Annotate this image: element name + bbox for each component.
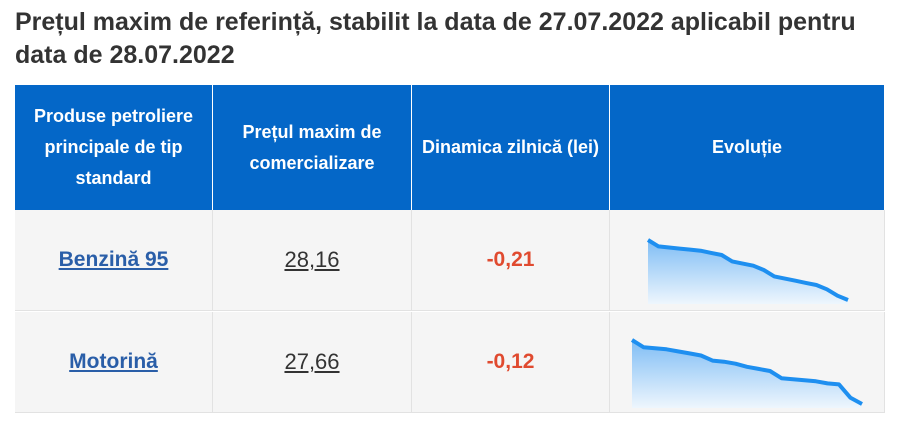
sparkline-area [648, 240, 848, 304]
daily-change: -0,21 [486, 248, 535, 271]
product-link[interactable]: Motorină [69, 350, 158, 373]
product-cell: Benzină 95 [15, 210, 213, 311]
daily-change: -0,12 [486, 350, 535, 373]
change-cell: -0,12 [412, 312, 610, 413]
header-cell: Evoluție [610, 85, 885, 210]
header-cell: Produse petroliere principale de tip sta… [15, 85, 213, 210]
product-cell: Motorină [15, 312, 213, 413]
sparkline [630, 338, 863, 408]
sparkline [646, 238, 849, 304]
header-cell: Prețul maxim de comercializare [213, 85, 412, 210]
product-link[interactable]: Benzină 95 [58, 248, 169, 271]
header-text: Produse petroliere principale de tip sta… [33, 106, 194, 188]
sparkline-line [630, 338, 863, 406]
header-text: Evoluție [711, 137, 782, 157]
price-cell: 28,16 [213, 210, 412, 311]
price: 27,66 [284, 349, 340, 374]
change-cell: -0,21 [412, 210, 610, 311]
evolution-cell [610, 210, 885, 311]
header-cell: Dinamica zilnică (lei) [412, 85, 610, 210]
price: 28,16 [284, 247, 340, 272]
evolution-cell [610, 312, 885, 413]
header-text: Dinamica zilnică (lei) [421, 137, 600, 157]
header-text: Prețul maxim de comercializare [242, 121, 382, 173]
price-cell: 27,66 [213, 312, 412, 413]
sparkline-line [646, 238, 849, 302]
page-title: Prețul maxim de referință, stabilit la d… [15, 8, 856, 69]
sparkline-area [632, 340, 862, 408]
